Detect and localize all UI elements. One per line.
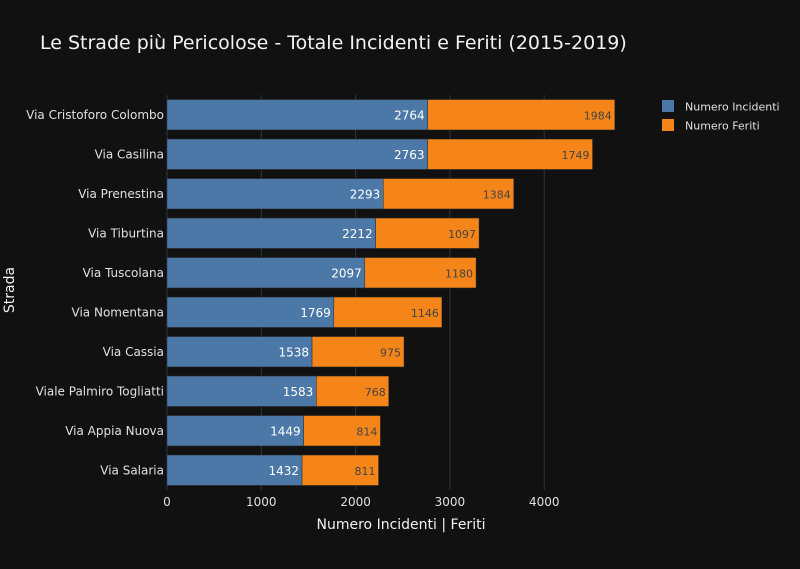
bar-incidenti-8[interactable]	[166, 375, 317, 407]
data-label-incidenti: 2097	[331, 266, 362, 280]
data-label-feriti: 811	[355, 465, 376, 478]
legend-label-2: Numero Feriti	[685, 120, 760, 133]
y-tick-label: Via Prenestina	[78, 187, 164, 201]
x-tick-label: 3000	[435, 495, 466, 509]
bar-feriti-9[interactable]	[303, 415, 381, 447]
bar-incidenti-10[interactable]	[166, 454, 303, 486]
data-label-feriti: 1384	[483, 188, 511, 201]
y-tick-label: Via Tuscolana	[83, 266, 164, 280]
legend: Numero Incidenti Numero Feriti	[662, 100, 780, 133]
bar-feriti-10[interactable]	[301, 454, 379, 486]
y-tick-label: Viale Palmiro Togliatti	[36, 384, 164, 398]
legend-swatch-1	[662, 100, 674, 112]
y-axis-title: Strada	[2, 267, 18, 313]
x-axis-title: Numero Incidenti | Feriti	[317, 517, 486, 533]
data-label-feriti: 1146	[411, 307, 439, 320]
data-label-incidenti: 2212	[342, 227, 373, 241]
bar-feriti-6[interactable]	[333, 296, 443, 328]
bar-incidenti-1[interactable]	[166, 99, 428, 131]
data-label-incidenti: 2764	[394, 108, 425, 122]
y-tick-label: Via Cristoforo Colombo	[26, 108, 164, 122]
x-tick-label: 0	[163, 495, 171, 509]
x-tick-label: 1000	[246, 495, 277, 509]
data-label-feriti: 1180	[445, 267, 473, 280]
bar-feriti-7[interactable]	[311, 336, 405, 368]
bar-incidenti-2[interactable]	[166, 138, 428, 170]
legend-swatch-2	[662, 119, 674, 131]
bar-feriti-1[interactable]	[427, 99, 616, 131]
bar-incidenti-3[interactable]	[166, 178, 384, 210]
legend-label-1: Numero Incidenti	[685, 101, 780, 114]
data-label-incidenti: 1432	[269, 464, 300, 478]
x-tick-label: 2000	[340, 495, 371, 509]
data-label-feriti: 1749	[562, 149, 590, 162]
y-tick-label: Via Tiburtina	[88, 226, 164, 240]
data-label-incidenti: 2293	[350, 187, 381, 201]
bar-feriti-4[interactable]	[375, 217, 480, 249]
x-tick-label: 4000	[529, 495, 560, 509]
data-label-feriti: 1097	[448, 228, 476, 241]
bar-incidenti-6[interactable]	[166, 296, 335, 328]
bar-feriti-5[interactable]	[364, 257, 477, 289]
y-tick-label: Via Salaria	[100, 463, 164, 477]
data-label-incidenti: 1769	[300, 306, 331, 320]
data-label-incidenti: 1583	[283, 385, 314, 399]
bars-layer	[166, 99, 616, 486]
y-tick-label: Via Casilina	[95, 147, 164, 161]
bar-incidenti-9[interactable]	[166, 415, 304, 447]
bar-feriti-8[interactable]	[316, 375, 389, 407]
data-label-incidenti: 1449	[270, 424, 301, 438]
data-label-feriti: 768	[365, 386, 386, 399]
y-tick-label: Via Nomentana	[72, 305, 164, 319]
y-tick-label: Via Cassia	[103, 345, 164, 359]
data-labels-layer: 2764 1984 2763 1749 2293 1384 2212 1097 2097 1180…	[269, 108, 612, 478]
y-tick-label: Via Appia Nuova	[65, 424, 164, 438]
x-axis: 0 1000 2000 3000 4000	[163, 495, 559, 509]
data-label-feriti: 1984	[584, 109, 612, 122]
bar-feriti-3[interactable]	[383, 178, 515, 210]
data-label-feriti: 975	[380, 346, 401, 359]
bar-incidenti-5[interactable]	[166, 257, 366, 289]
bar-incidenti-4[interactable]	[166, 217, 376, 249]
data-label-incidenti: 1538	[279, 345, 310, 359]
y-axis: Via Cristoforo Colombo Via Casilina Via Pr…	[26, 108, 164, 478]
data-label-feriti: 814	[356, 425, 377, 438]
data-label-incidenti: 2763	[394, 148, 425, 162]
bar-incidenti-7[interactable]	[166, 336, 313, 368]
chart-title: Le Strade più Pericolose - Totale Incide…	[40, 32, 627, 54]
bar-feriti-2[interactable]	[427, 138, 593, 170]
